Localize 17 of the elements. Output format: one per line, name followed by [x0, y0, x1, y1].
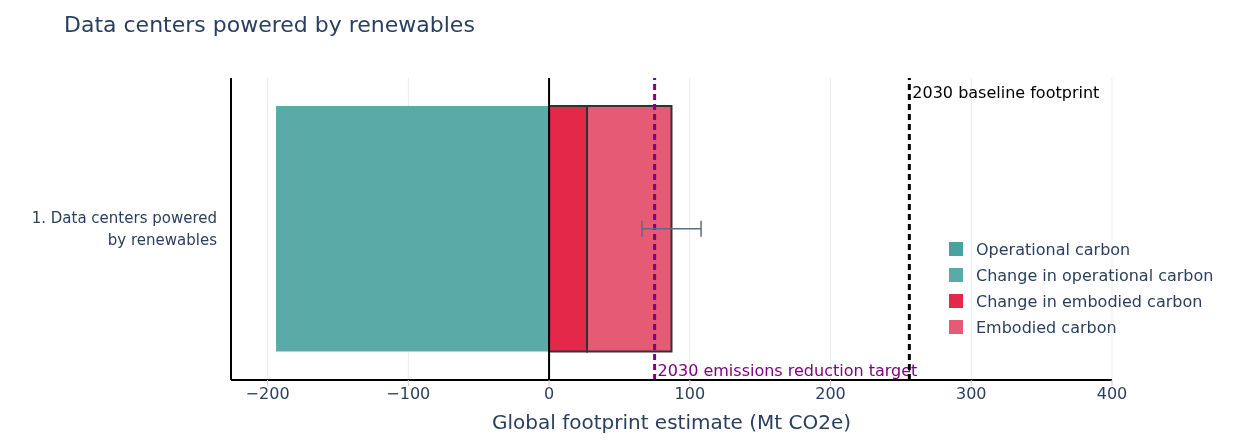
- x-tick-label: −100: [386, 384, 431, 404]
- legend-label: Change in operational carbon: [976, 265, 1214, 285]
- x-tick-label: 400: [1096, 384, 1128, 404]
- legend-label: Change in embodied carbon: [976, 291, 1203, 311]
- chart-title: Data centers powered by renewables: [64, 12, 475, 37]
- x-tick-label: 200: [815, 384, 846, 404]
- x-tick-label: 100: [674, 384, 706, 404]
- x-tick-label: 300: [955, 384, 987, 404]
- x-tick-label: 0: [543, 384, 555, 404]
- bar: [276, 106, 550, 352]
- x-axis-title: Global footprint estimate (Mt CO2e): [491, 410, 852, 434]
- legend-label: Operational carbon: [976, 239, 1131, 259]
- y-tick-label: 1. Data centers powered by renewables: [31, 209, 218, 249]
- ref-line-label: 2030 baseline footprint: [912, 83, 1100, 102]
- legend-label: Embodied carbon: [976, 317, 1117, 337]
- x-tick-label: −200: [245, 384, 290, 404]
- ref-line-label: 2030 emissions reduction target: [657, 361, 918, 380]
